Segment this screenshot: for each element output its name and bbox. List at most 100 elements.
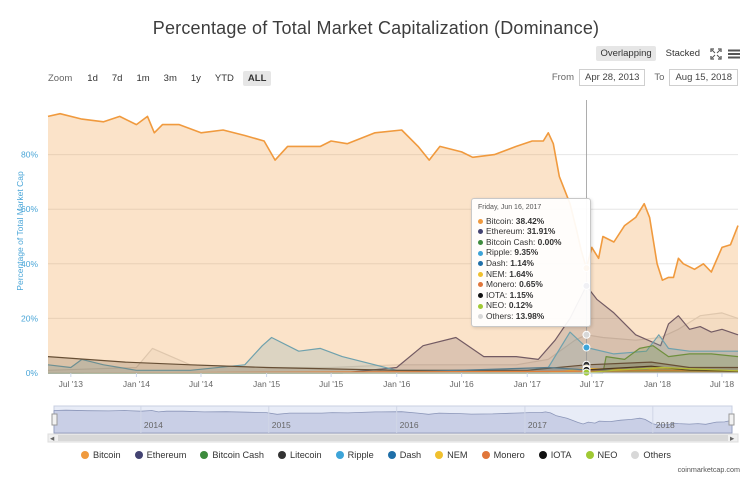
x-tick-label: Jul '15 <box>319 379 344 389</box>
zoom-1y-button[interactable]: 1y <box>190 73 201 84</box>
legend-dot-icon <box>538 451 547 459</box>
legend-dot-icon <box>481 451 490 459</box>
series-line-ripple[interactable] <box>47 331 738 371</box>
from-date-input[interactable]: Apr 28, 2013 <box>579 69 646 86</box>
menu-icon[interactable] <box>728 47 740 59</box>
legend-item-ethereum[interactable]: Ethereum <box>134 450 187 460</box>
navigator-year-label: 2017 <box>528 420 547 430</box>
tooltip-series-name: Dash <box>486 257 506 268</box>
source-watermark: coinmarketcap.com <box>677 465 740 474</box>
navigator-year-label: 2018 <box>656 420 675 430</box>
legend-dot-icon <box>277 451 286 459</box>
legend-label: NEM <box>447 450 468 460</box>
series-line-bitcoin[interactable] <box>47 112 739 281</box>
y-tick-label: 80% <box>21 150 38 160</box>
series-line-bitcoin-cash[interactable] <box>48 345 739 374</box>
legend-item-bitcoin-cash[interactable]: Bitcoin Cash <box>200 450 264 460</box>
legend-dot-icon <box>387 451 396 459</box>
hover-point-ripple <box>582 343 591 352</box>
date-range: From Apr 28, 2013 To Aug 15, 2018 <box>552 69 738 86</box>
chart-title: Percentage of Total Market Capitalizatio… <box>152 18 600 38</box>
tooltip-series-name: Ripple <box>486 247 510 258</box>
x-tick-label: Jul '17 <box>580 379 605 389</box>
scroll-right-arrow-icon[interactable]: ▸ <box>730 433 735 443</box>
tooltip-dot-icon <box>478 261 483 267</box>
scrollbar-thumb[interactable] <box>58 435 728 441</box>
tooltip-row-dash: Dash: 1.14% <box>478 258 584 269</box>
tooltip-series-name: NEO <box>486 300 505 311</box>
tooltip-dot-icon <box>478 271 483 277</box>
to-date-input[interactable]: Aug 15, 2018 <box>669 69 738 86</box>
zoom-1m-button[interactable]: 1m <box>136 73 150 84</box>
legend-item-litecoin[interactable]: Litecoin <box>277 450 322 460</box>
tooltip-series-name: IOTA <box>486 289 505 300</box>
zoom-all-button[interactable]: ALL <box>242 71 272 86</box>
navigator-handle-left[interactable] <box>51 413 58 426</box>
series-area-bitcoin <box>48 113 738 373</box>
legend-item-dash[interactable]: Dash <box>387 450 422 460</box>
legend-label: Bitcoin Cash <box>212 450 264 460</box>
tooltip-series-value: 0.12% <box>508 300 533 311</box>
legend-item-iota[interactable]: IOTA <box>538 450 572 460</box>
tooltip-dot-icon <box>478 282 483 288</box>
legend-label: Others <box>643 450 671 460</box>
series-layer <box>47 112 739 374</box>
tooltip-series-value: 13.98% <box>515 310 545 321</box>
tooltip-dot-icon <box>478 250 483 256</box>
x-tick-label: Jan '15 <box>253 379 280 389</box>
navigator-handle-right[interactable] <box>728 413 735 426</box>
y-tick-label: 60% <box>21 204 38 214</box>
legend-dot-icon <box>80 451 89 459</box>
legend-dot-icon <box>631 451 640 459</box>
legend-label: Ripple <box>347 450 374 460</box>
legend-label: Bitcoin <box>92 450 121 460</box>
navigator[interactable]: 2014 2015 2016 2017 2018 ◂ ▸ <box>47 405 739 443</box>
scroll-left-arrow-icon[interactable]: ◂ <box>50 433 55 443</box>
tooltip-dot-icon <box>478 229 483 235</box>
series-area-ripple <box>48 332 738 373</box>
legend-item-monero[interactable]: Monero <box>481 450 525 460</box>
legend: Bitcoin Ethereum Bitcoin Cash Litecoin Rippl… <box>0 450 752 460</box>
legend-item-bitcoin[interactable]: Bitcoin <box>80 450 121 460</box>
tooltip-row-neo: NEO: 0.12% <box>478 300 584 311</box>
legend-label: IOTA <box>550 450 572 460</box>
legend-label: Ethereum <box>146 450 187 460</box>
tooltip-series-name: Others <box>486 310 512 321</box>
tooltip-row-ethereum: Ethereum: 31.91% <box>478 226 584 237</box>
tooltip-series-name: Monero <box>486 279 515 290</box>
zoom-1d-button[interactable]: 1d <box>87 73 98 84</box>
zoom-3m-button[interactable]: 3m <box>163 73 177 84</box>
tooltip-date: Friday, Jun 16, 2017 <box>478 204 542 211</box>
fullscreen-icon[interactable] <box>710 47 722 60</box>
tooltip-series-value: 31.91% <box>526 226 556 237</box>
tooltip-row-bitcoin-cash: Bitcoin Cash: 0.00% <box>478 237 584 248</box>
x-tick-label: Jan '14 <box>123 379 150 389</box>
navigator-year-label: 2014 <box>144 420 163 430</box>
legend-item-neo[interactable]: NEO <box>585 450 618 460</box>
x-axis: Jul '13 Jan '14 Jul '14 Jan '15 Jul '15 Jan '… <box>48 372 738 389</box>
tooltip: Friday, Jun 16, 2017 Bitcoin: 38.42% Ethe… <box>471 198 591 327</box>
stacked-button[interactable]: Stacked <box>665 47 700 59</box>
tooltip-series-name: NEM <box>486 268 505 279</box>
chart-area[interactable]: 0% 20% 40% 60% 80% Jul '13 Jan '14 Jul '14 Jan … <box>0 90 752 450</box>
tooltip-series-value: 38.42% <box>515 215 545 226</box>
legend-item-ripple[interactable]: Ripple <box>335 450 374 460</box>
legend-item-nem[interactable]: NEM <box>435 450 468 460</box>
legend-dot-icon <box>435 451 444 459</box>
legend-item-others[interactable]: Others <box>631 450 671 460</box>
tooltip-row-bitcoin: Bitcoin: 38.42% <box>478 216 584 227</box>
series-area-others <box>48 312 738 373</box>
hover-point-others <box>582 330 591 339</box>
legend-label: NEO <box>597 450 618 460</box>
series-line-ethereum[interactable] <box>48 285 739 374</box>
overlapping-button[interactable]: Overlapping <box>596 45 656 61</box>
navigator-year-label: 2015 <box>272 420 291 430</box>
tooltip-series-value: 1.64% <box>509 268 534 279</box>
zoom-7d-button[interactable]: 7d <box>111 73 123 84</box>
zoom-selector: Zoom 1d 7d 1m 3m 1y YTD ALL <box>48 71 272 86</box>
x-tick-label: Jan '17 <box>514 379 541 389</box>
legend-dot-icon <box>200 451 209 459</box>
x-tick-label: Jul '13 <box>59 379 84 389</box>
zoom-ytd-button[interactable]: YTD <box>214 73 234 84</box>
legend-label: Dash <box>399 450 422 460</box>
